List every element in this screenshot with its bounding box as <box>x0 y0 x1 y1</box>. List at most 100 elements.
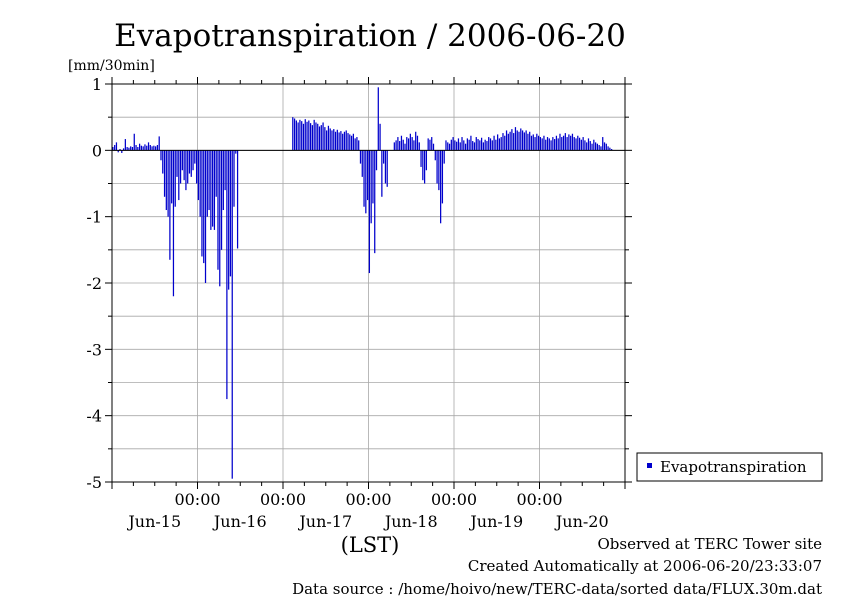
y-tick-label: -5 <box>86 473 102 492</box>
bar <box>479 140 481 151</box>
bar <box>420 150 422 167</box>
bar <box>546 137 549 151</box>
bar <box>135 145 137 151</box>
y-tick-label: 1 <box>92 75 102 94</box>
bar <box>233 150 235 207</box>
bar <box>464 143 467 151</box>
bar <box>295 120 297 151</box>
bar <box>350 135 353 151</box>
bar <box>160 150 162 161</box>
footer-created: Created Automatically at 2006-06-20/23:3… <box>467 557 822 575</box>
bar <box>188 150 191 174</box>
bar <box>212 150 214 227</box>
bar <box>536 133 538 151</box>
bar <box>575 138 577 151</box>
bar <box>586 142 588 151</box>
bar <box>167 150 169 217</box>
bar <box>149 145 151 151</box>
bar <box>229 150 232 277</box>
bar <box>146 145 148 151</box>
bar <box>611 149 613 151</box>
bar <box>607 146 609 151</box>
bar <box>315 122 317 151</box>
bar <box>304 119 306 151</box>
bar <box>532 134 534 151</box>
bar-series <box>112 87 613 479</box>
bar <box>114 145 116 151</box>
bar <box>602 137 604 151</box>
bar <box>333 129 335 151</box>
bar <box>473 142 476 151</box>
x-day-label: Jun-18 <box>383 512 438 531</box>
bar <box>179 150 182 184</box>
bar <box>381 150 383 197</box>
bar <box>204 150 207 283</box>
bar <box>317 123 319 151</box>
bar <box>361 150 363 177</box>
bar <box>128 147 130 151</box>
bar <box>600 146 602 151</box>
bar <box>142 146 144 151</box>
bar <box>589 141 591 151</box>
bar <box>456 141 458 151</box>
bar <box>336 129 338 151</box>
bar <box>436 150 438 184</box>
bar <box>363 150 365 207</box>
bar <box>354 138 356 151</box>
bar <box>190 150 192 177</box>
bar <box>318 126 321 151</box>
x-day-label: Jun-15 <box>126 512 181 531</box>
x-axis-label: (LST) <box>341 533 400 557</box>
bar <box>454 140 456 151</box>
y-tick-label: -3 <box>86 340 102 359</box>
bar <box>137 147 139 151</box>
bar <box>176 150 178 177</box>
bar <box>334 131 337 151</box>
bar <box>566 137 568 151</box>
bar <box>194 150 196 164</box>
bar <box>163 150 166 197</box>
bar <box>502 133 504 151</box>
bar <box>594 142 597 151</box>
bar <box>331 130 333 151</box>
bar <box>450 139 452 151</box>
x-time-label: 00:00 <box>345 490 391 509</box>
bar <box>172 150 175 297</box>
bar <box>153 145 155 151</box>
bar <box>552 137 554 151</box>
bar <box>571 133 574 151</box>
bar <box>195 150 198 184</box>
bar <box>491 140 493 151</box>
bar <box>573 137 575 151</box>
bar <box>368 150 371 274</box>
bar <box>236 150 239 249</box>
bar <box>320 125 322 151</box>
y-tick-label: -4 <box>86 407 102 426</box>
bar <box>431 137 433 151</box>
bar <box>402 139 404 151</box>
bar <box>537 135 540 151</box>
bar <box>140 145 143 151</box>
bar <box>210 150 212 230</box>
bar <box>530 135 533 151</box>
bar <box>427 138 429 151</box>
bar <box>343 131 346 151</box>
y-tick-label: -2 <box>86 274 102 293</box>
bar <box>340 131 342 151</box>
bar <box>477 139 479 151</box>
bar <box>386 150 388 187</box>
bar <box>342 133 344 151</box>
bar <box>215 150 217 197</box>
bar <box>201 150 203 257</box>
bar <box>543 135 545 151</box>
bar <box>377 87 379 151</box>
bar <box>183 150 185 181</box>
bar <box>126 147 128 151</box>
bar <box>174 150 176 207</box>
bar <box>577 135 579 151</box>
bar <box>302 123 305 151</box>
bar <box>441 150 444 204</box>
bar <box>119 149 121 151</box>
bar <box>383 150 385 164</box>
bar <box>488 137 490 151</box>
